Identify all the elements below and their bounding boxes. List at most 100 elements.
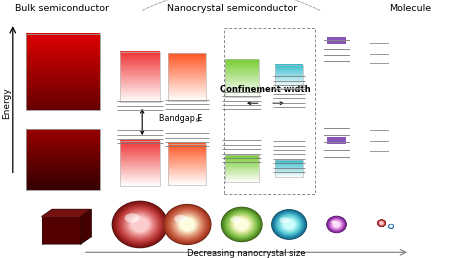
Bar bbox=[119, 140, 160, 141]
Ellipse shape bbox=[170, 210, 204, 239]
Bar bbox=[168, 71, 206, 72]
Ellipse shape bbox=[230, 215, 253, 234]
Bar bbox=[26, 60, 100, 61]
Bar bbox=[119, 177, 160, 178]
Ellipse shape bbox=[129, 215, 150, 233]
Bar bbox=[168, 70, 206, 71]
Bar bbox=[225, 83, 259, 84]
Bar bbox=[168, 144, 206, 185]
Bar bbox=[275, 166, 303, 167]
Bar bbox=[119, 59, 160, 60]
Ellipse shape bbox=[274, 212, 304, 237]
Bar bbox=[119, 78, 160, 79]
Bar bbox=[168, 144, 206, 145]
Ellipse shape bbox=[125, 212, 155, 237]
Bar bbox=[26, 157, 100, 158]
Bar bbox=[119, 143, 160, 144]
Bar bbox=[168, 76, 206, 77]
Ellipse shape bbox=[175, 215, 199, 234]
Bar bbox=[275, 163, 303, 164]
Ellipse shape bbox=[120, 208, 160, 241]
Bar bbox=[26, 172, 100, 173]
Bar bbox=[275, 173, 303, 174]
Bar bbox=[119, 173, 160, 174]
Bar bbox=[26, 166, 100, 167]
Bar bbox=[26, 133, 100, 134]
Bar bbox=[119, 58, 160, 59]
Bar bbox=[26, 42, 100, 43]
Ellipse shape bbox=[378, 220, 385, 226]
Bar bbox=[168, 158, 206, 159]
Bar bbox=[225, 158, 259, 159]
Bar bbox=[26, 52, 100, 53]
Bar bbox=[168, 184, 206, 185]
Bar bbox=[225, 167, 259, 168]
Ellipse shape bbox=[379, 221, 384, 226]
Ellipse shape bbox=[119, 207, 161, 242]
Bar bbox=[225, 176, 259, 177]
Bar bbox=[119, 176, 160, 177]
Bar bbox=[275, 175, 303, 176]
Bar bbox=[26, 67, 100, 68]
Bar bbox=[168, 56, 206, 57]
Bar bbox=[275, 166, 303, 167]
Bar bbox=[119, 76, 160, 77]
Bar bbox=[225, 81, 259, 82]
Bar bbox=[225, 157, 259, 158]
Ellipse shape bbox=[333, 221, 340, 228]
Bar bbox=[275, 69, 303, 70]
Bar bbox=[119, 175, 160, 176]
Bar bbox=[26, 99, 100, 100]
Bar bbox=[26, 160, 100, 161]
Ellipse shape bbox=[272, 210, 306, 239]
Bar bbox=[119, 157, 160, 158]
Bar bbox=[26, 56, 100, 57]
Ellipse shape bbox=[331, 220, 342, 229]
Ellipse shape bbox=[222, 207, 262, 241]
Ellipse shape bbox=[332, 221, 341, 228]
Bar bbox=[26, 149, 100, 150]
Ellipse shape bbox=[331, 220, 337, 224]
Ellipse shape bbox=[328, 217, 345, 232]
Ellipse shape bbox=[116, 205, 164, 244]
Ellipse shape bbox=[377, 220, 386, 227]
Ellipse shape bbox=[378, 220, 385, 226]
Ellipse shape bbox=[225, 211, 258, 238]
Bar bbox=[119, 176, 160, 177]
Bar bbox=[119, 83, 160, 84]
Bar bbox=[119, 100, 160, 101]
Bar bbox=[225, 76, 259, 77]
Ellipse shape bbox=[178, 217, 196, 232]
Ellipse shape bbox=[328, 217, 345, 232]
Bar bbox=[275, 64, 303, 65]
Ellipse shape bbox=[332, 221, 341, 228]
Bar bbox=[168, 84, 206, 85]
Bar bbox=[26, 131, 100, 132]
Bar bbox=[225, 87, 259, 88]
Bar bbox=[26, 158, 100, 159]
Bar bbox=[225, 96, 259, 97]
Ellipse shape bbox=[330, 219, 343, 230]
Ellipse shape bbox=[226, 211, 258, 238]
Bar bbox=[119, 179, 160, 180]
Ellipse shape bbox=[378, 220, 385, 226]
Bar bbox=[26, 163, 100, 164]
Bar bbox=[168, 91, 206, 92]
Bar bbox=[225, 172, 259, 173]
Bar bbox=[225, 90, 259, 91]
Bar bbox=[225, 174, 259, 175]
Ellipse shape bbox=[171, 210, 204, 239]
Bar bbox=[26, 58, 100, 59]
Bar bbox=[168, 58, 206, 59]
Bar bbox=[119, 54, 160, 55]
Bar bbox=[168, 177, 206, 178]
Bar bbox=[26, 103, 100, 104]
Ellipse shape bbox=[389, 224, 393, 228]
Ellipse shape bbox=[279, 216, 299, 233]
Bar bbox=[119, 71, 160, 72]
Bar bbox=[119, 167, 160, 168]
Bar bbox=[119, 180, 160, 181]
Bar bbox=[225, 155, 259, 156]
Ellipse shape bbox=[379, 221, 384, 225]
Ellipse shape bbox=[280, 216, 299, 233]
